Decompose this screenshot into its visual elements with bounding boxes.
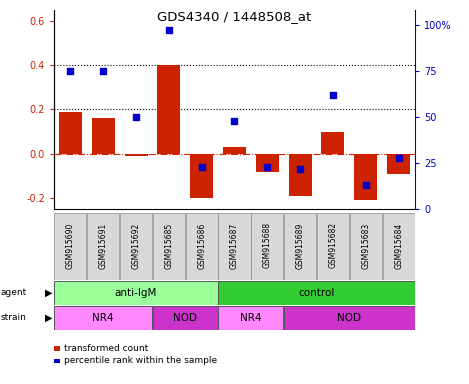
Text: GDS4340 / 1448508_at: GDS4340 / 1448508_at — [158, 10, 311, 23]
Bar — [124, 154, 147, 156]
Text: NOD: NOD — [173, 313, 197, 323]
Bar — [54, 213, 86, 280]
Text: percentile rank within the sample: percentile rank within the sample — [64, 356, 217, 366]
Bar — [87, 213, 119, 280]
Bar — [186, 213, 218, 280]
Text: GSM915686: GSM915686 — [197, 222, 206, 268]
Text: GSM915683: GSM915683 — [361, 222, 371, 268]
Text: strain: strain — [0, 313, 26, 322]
Text: NOD: NOD — [337, 313, 362, 323]
Bar — [256, 154, 279, 172]
Bar — [219, 281, 415, 305]
Text: GSM915685: GSM915685 — [164, 222, 174, 268]
Text: GSM915687: GSM915687 — [230, 222, 239, 268]
Bar — [321, 132, 344, 154]
Text: NR4: NR4 — [240, 313, 262, 323]
Bar — [153, 306, 218, 330]
Bar — [288, 154, 311, 196]
Bar — [157, 65, 180, 154]
Text: GSM915684: GSM915684 — [394, 222, 403, 268]
Point — [132, 114, 140, 120]
Text: GSM915690: GSM915690 — [66, 222, 75, 268]
Point — [362, 182, 370, 189]
Text: GSM915689: GSM915689 — [295, 222, 305, 268]
Bar — [317, 213, 349, 280]
Text: control: control — [298, 288, 335, 298]
Text: ▶: ▶ — [45, 313, 52, 323]
Bar — [91, 118, 114, 154]
Bar — [284, 306, 415, 330]
Bar — [383, 213, 415, 280]
Text: NR4: NR4 — [92, 313, 114, 323]
Text: GSM915692: GSM915692 — [131, 222, 141, 268]
Text: GSM915688: GSM915688 — [263, 222, 272, 268]
Point — [165, 27, 173, 33]
Bar — [354, 154, 377, 200]
Bar — [350, 213, 382, 280]
Bar — [219, 306, 283, 330]
Bar — [153, 213, 185, 280]
Point — [395, 155, 402, 161]
Bar — [120, 213, 152, 280]
Bar — [284, 213, 316, 280]
Bar — [223, 147, 246, 154]
Bar — [190, 154, 213, 198]
Point — [198, 164, 205, 170]
Text: ▶: ▶ — [45, 288, 52, 298]
Bar — [54, 306, 152, 330]
Bar — [251, 213, 283, 280]
Bar — [219, 213, 250, 280]
Point — [264, 164, 271, 170]
Bar — [387, 154, 410, 174]
Bar — [54, 281, 218, 305]
Text: GSM915691: GSM915691 — [98, 222, 108, 268]
Text: transformed count: transformed count — [64, 344, 149, 353]
Point — [67, 68, 74, 74]
Text: agent: agent — [0, 288, 27, 297]
Point — [296, 166, 304, 172]
Text: GSM915682: GSM915682 — [328, 222, 338, 268]
Point — [99, 68, 107, 74]
Point — [231, 118, 238, 124]
Bar — [59, 112, 82, 154]
Point — [329, 92, 337, 98]
Text: anti-IgM: anti-IgM — [115, 288, 157, 298]
